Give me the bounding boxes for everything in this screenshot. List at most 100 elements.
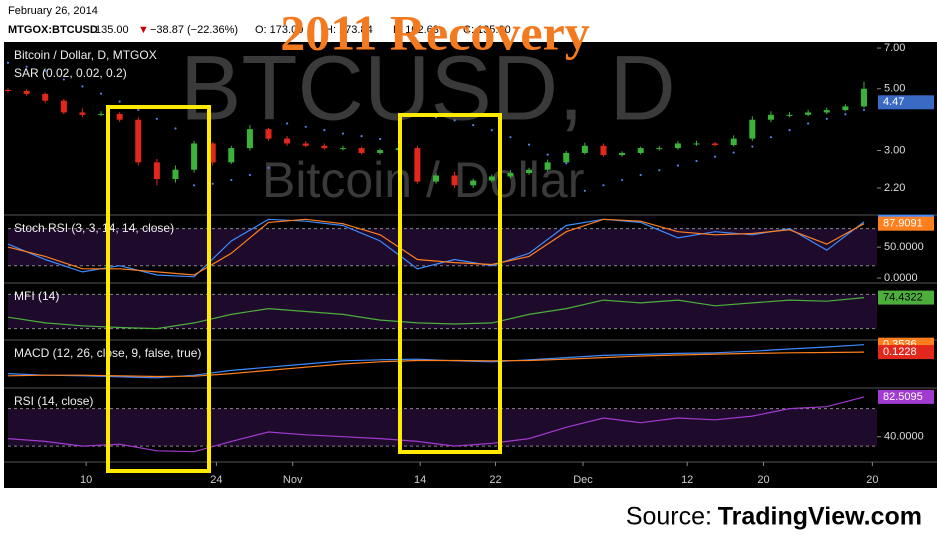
sar-dot <box>341 132 345 135</box>
candle-body <box>470 180 477 186</box>
sar-dot <box>44 69 47 72</box>
change: −38.87 (−22.36%) <box>150 24 238 36</box>
sar-dot <box>862 108 866 111</box>
value-label-box <box>878 216 934 231</box>
indicator-line <box>7 218 865 278</box>
symbol: MTGOX:BTCUSD <box>8 24 98 36</box>
sar-dot <box>211 182 214 185</box>
y-tick-label: 7.00 <box>884 42 905 54</box>
sar-dot <box>583 189 586 192</box>
candle-body <box>730 138 737 146</box>
value-label-box <box>878 95 934 110</box>
source-site: TradingView.com <box>718 503 922 531</box>
sar-dot <box>230 178 233 182</box>
sar-dot <box>323 129 326 132</box>
x-tick-label: Dec <box>573 474 593 486</box>
x-tick-label: 12 <box>681 474 693 486</box>
candle-body <box>172 169 179 180</box>
candle-body <box>23 90 30 94</box>
panel-title: Stoch RSI (3, 3, 14, 14, close) <box>14 221 174 235</box>
candle-body <box>60 100 67 113</box>
value-label: 74.4322 <box>883 291 923 303</box>
candle-body <box>712 143 719 146</box>
x-tick-label: 14 <box>414 474 426 486</box>
candle-body <box>5 89 11 91</box>
sar-dot <box>565 162 568 165</box>
sar-dot <box>490 129 493 132</box>
candle-body <box>358 148 365 153</box>
sar-dot <box>25 65 28 68</box>
sar-dot <box>788 129 791 132</box>
value-label: 87.9091 <box>883 218 923 230</box>
candle-body <box>228 148 235 163</box>
low: L: 102.63 <box>393 24 439 36</box>
plot: BTCUSD, D Bitcoin / Dollar 7.00 5.00 3.00 2… <box>4 37 937 486</box>
candle-body <box>246 129 253 149</box>
candle-body <box>805 112 812 115</box>
candle-body <box>79 112 86 115</box>
candle-body <box>116 113 123 120</box>
candle-body <box>451 175 458 186</box>
candle-body <box>432 175 439 182</box>
candle-body <box>823 110 830 113</box>
sar-dot <box>620 178 624 182</box>
sar-dot <box>155 117 158 120</box>
watermark-name: Bitcoin / Dollar <box>262 152 584 208</box>
candle-body <box>153 162 160 180</box>
candle-body <box>302 143 309 146</box>
x-tick-label: Nov <box>283 474 303 486</box>
candle-body <box>842 106 849 111</box>
candle-body <box>693 143 700 145</box>
sar-dot <box>676 164 679 167</box>
candle-body <box>581 145 588 153</box>
candle-body <box>860 88 867 107</box>
candle-body <box>656 148 663 150</box>
sar-dot <box>658 169 661 172</box>
sar-dot <box>137 108 140 111</box>
sar-dot <box>769 136 773 139</box>
sar-dot <box>6 61 10 64</box>
down-arrow: ▼ <box>138 24 149 36</box>
candle-body <box>767 114 774 120</box>
sar-dot <box>844 113 847 116</box>
sar-dot <box>732 151 735 154</box>
candle-body <box>42 93 49 101</box>
indicator-line <box>7 297 865 330</box>
sar-dot <box>714 155 717 158</box>
value-label-box <box>878 290 934 305</box>
y-tick-label: 5.00 <box>884 83 905 95</box>
candle-body <box>619 152 626 156</box>
level-band <box>8 294 877 329</box>
sar-dot <box>695 159 698 163</box>
value-label-box <box>878 389 934 404</box>
sar-dot <box>602 184 605 187</box>
open: O: 173.00 <box>255 24 303 36</box>
sar-dot <box>174 127 177 130</box>
level-band <box>8 408 877 447</box>
y-tick-label: 3.00 <box>884 144 905 156</box>
sar-dot <box>360 134 363 138</box>
sar-dot <box>453 119 456 122</box>
overlay-title: 2011 Recovery <box>280 4 590 60</box>
x-tick-label: 10 <box>80 474 92 486</box>
candle-body <box>339 148 346 150</box>
candle-body <box>265 129 272 139</box>
close: C: 135.00 <box>463 24 511 36</box>
sar-dot <box>192 184 196 187</box>
candle-body <box>98 113 105 115</box>
candle-body <box>284 138 291 144</box>
sar-dot <box>99 92 103 95</box>
indicator-line <box>7 218 865 276</box>
sar-dot <box>118 100 121 103</box>
candle-body <box>191 143 198 170</box>
highlight-box <box>106 105 211 473</box>
candle-body <box>563 152 570 163</box>
high: H: 173.84 <box>325 24 373 36</box>
panel-title: MFI (14) <box>14 289 59 303</box>
sar-dot <box>379 137 382 141</box>
candle-body <box>637 148 644 153</box>
highlight-box <box>398 113 502 454</box>
sar-dot <box>546 153 549 156</box>
sar-dot <box>286 122 289 125</box>
